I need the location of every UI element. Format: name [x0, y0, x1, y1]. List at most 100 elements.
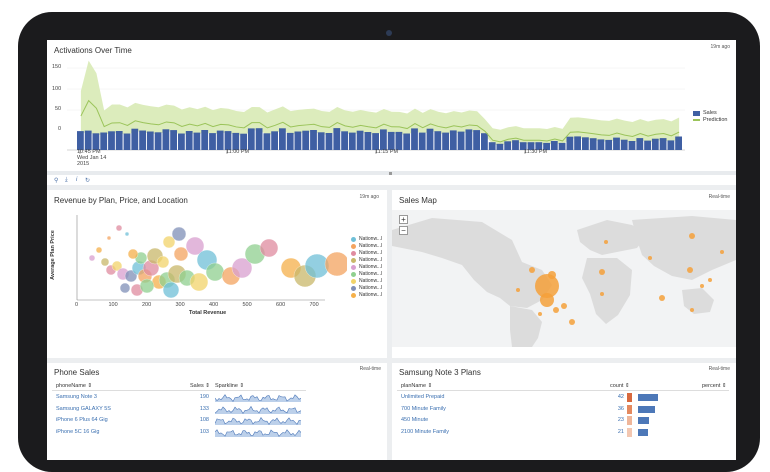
legend-item[interactable]: Nationw...l: [351, 236, 382, 242]
zoom-in-button[interactable]: +: [399, 215, 408, 224]
updated-label: 19m ago: [359, 194, 379, 200]
sales-bar: [240, 133, 247, 150]
scrub-handle[interactable]: [389, 171, 392, 175]
sales-bar: [449, 130, 457, 150]
legend-label: Sales: [703, 110, 717, 116]
bubble: [231, 257, 253, 279]
count-heat-cell: [627, 404, 632, 414]
sales-bar: [465, 129, 473, 150]
sales-bar: [310, 130, 317, 150]
sales-bar: [403, 133, 411, 150]
sales-bar: [139, 130, 146, 150]
sales-bar: [271, 131, 278, 150]
sales-bar: [659, 138, 667, 150]
world-map[interactable]: [392, 210, 736, 347]
plan-name-link[interactable]: 2100 Minute Family: [401, 428, 449, 435]
legend-item[interactable]: Nationw...l: [351, 264, 382, 270]
plan-name-link[interactable]: Unlimited Prepaid: [401, 394, 445, 400]
count-heat-cell: [627, 393, 632, 402]
col-label: phoneName: [56, 383, 86, 389]
col-header[interactable]: count ⇕: [610, 383, 630, 389]
sales-bubble: [720, 250, 724, 254]
sales-bubble: [529, 267, 535, 273]
col-header[interactable]: percent ⇕: [702, 383, 727, 389]
bubble: [171, 226, 187, 242]
phone-name-link[interactable]: iPhone 5C 16 Gig: [56, 428, 100, 435]
col-header[interactable]: phoneName ⇕: [56, 383, 93, 389]
x-tick: 11:00 PM: [226, 149, 250, 155]
legend-item[interactable]: Nationw...l: [351, 250, 382, 256]
sales-bar: [294, 131, 302, 150]
sales-bar: [473, 130, 480, 150]
col-header[interactable]: planName ⇕: [401, 383, 433, 389]
legend-item[interactable]: Nationw...l: [351, 257, 382, 263]
sales-bar: [209, 133, 216, 150]
count-value: 36: [617, 405, 624, 412]
legend-item[interactable]: Nationw...l: [351, 243, 382, 249]
bubble: [189, 272, 209, 292]
col-header[interactable]: Sparkline ⇕: [215, 383, 245, 389]
sparkline: [215, 428, 301, 437]
legend-swatch: [351, 271, 356, 277]
sales-bar: [387, 131, 395, 150]
prediction-line: [80, 99, 680, 143]
legend-prediction[interactable]: Prediction: [693, 117, 727, 123]
zoom-out-button[interactable]: −: [399, 226, 408, 235]
legend-swatch: [351, 257, 356, 263]
legend-item[interactable]: Nationw...l: [351, 271, 382, 277]
bubble: [106, 235, 112, 241]
legend-item[interactable]: Nationw...l: [351, 285, 382, 291]
refresh-icon[interactable]: ↻: [85, 178, 91, 184]
sales-value: 108: [199, 417, 209, 423]
plan-name-link[interactable]: 450 Minute: [401, 417, 429, 423]
count-value: 23: [617, 417, 624, 423]
x-tick: 10:45 PM: [77, 149, 101, 155]
phone-name-link[interactable]: iPhone 6 Plus 64 Gig: [56, 417, 108, 423]
legend-sales[interactable]: Sales: [693, 110, 717, 116]
sales-bar: [605, 139, 613, 150]
scrub-bar[interactable]: [47, 171, 736, 175]
info-icon[interactable]: i: [76, 177, 78, 183]
sales-bar: [201, 130, 209, 150]
bubble: [173, 246, 189, 262]
legend-label: Nationw...l: [359, 278, 383, 284]
bubble: [162, 235, 176, 249]
search-icon[interactable]: ⚲: [54, 178, 59, 184]
sales-bar: [317, 132, 325, 150]
panel-title: Sales Map: [399, 196, 437, 205]
sparkline-line: [215, 417, 301, 425]
sales-bar: [92, 133, 100, 150]
sales-bubble: [648, 256, 652, 260]
sales-bar: [146, 131, 154, 150]
plan-name-link[interactable]: 700 Minute Family: [401, 405, 446, 412]
bubble: [115, 224, 123, 232]
sales-bar: [123, 133, 131, 150]
bubble: [324, 251, 347, 277]
sparkline: [215, 394, 301, 402]
x-tick: 200: [142, 302, 152, 308]
sales-bar: [77, 131, 84, 150]
sales-bubble: [540, 293, 554, 307]
phone-name-link[interactable]: Samsung GALAXY 5S: [56, 405, 111, 412]
legend-label: Nationw...l: [359, 285, 383, 291]
legend-item[interactable]: Nationw...l: [351, 278, 382, 284]
bubble: [127, 248, 139, 260]
panel-title: Activations Over Time: [54, 46, 132, 55]
col-header[interactable]: Sales ⇕: [190, 383, 210, 389]
prediction-swatch: [693, 119, 700, 121]
sales-bar: [341, 131, 348, 150]
legend-swatch: [351, 236, 356, 242]
download-icon[interactable]: ⤓: [65, 177, 68, 183]
phone-name-link[interactable]: Samsung Note 3: [56, 394, 97, 400]
legend-label: Nationw...l: [359, 264, 383, 270]
sales-bar: [395, 131, 403, 150]
sales-bubble: [659, 295, 665, 301]
sales-bar: [550, 141, 558, 150]
sales-bar: [380, 129, 387, 150]
sales-bar: [411, 128, 418, 150]
sales-bar: [263, 133, 271, 150]
legend-label: Prediction: [703, 117, 728, 123]
legend-item[interactable]: Nationw...l: [351, 292, 382, 298]
bubble: [205, 262, 225, 282]
sales-bar: [348, 132, 356, 150]
